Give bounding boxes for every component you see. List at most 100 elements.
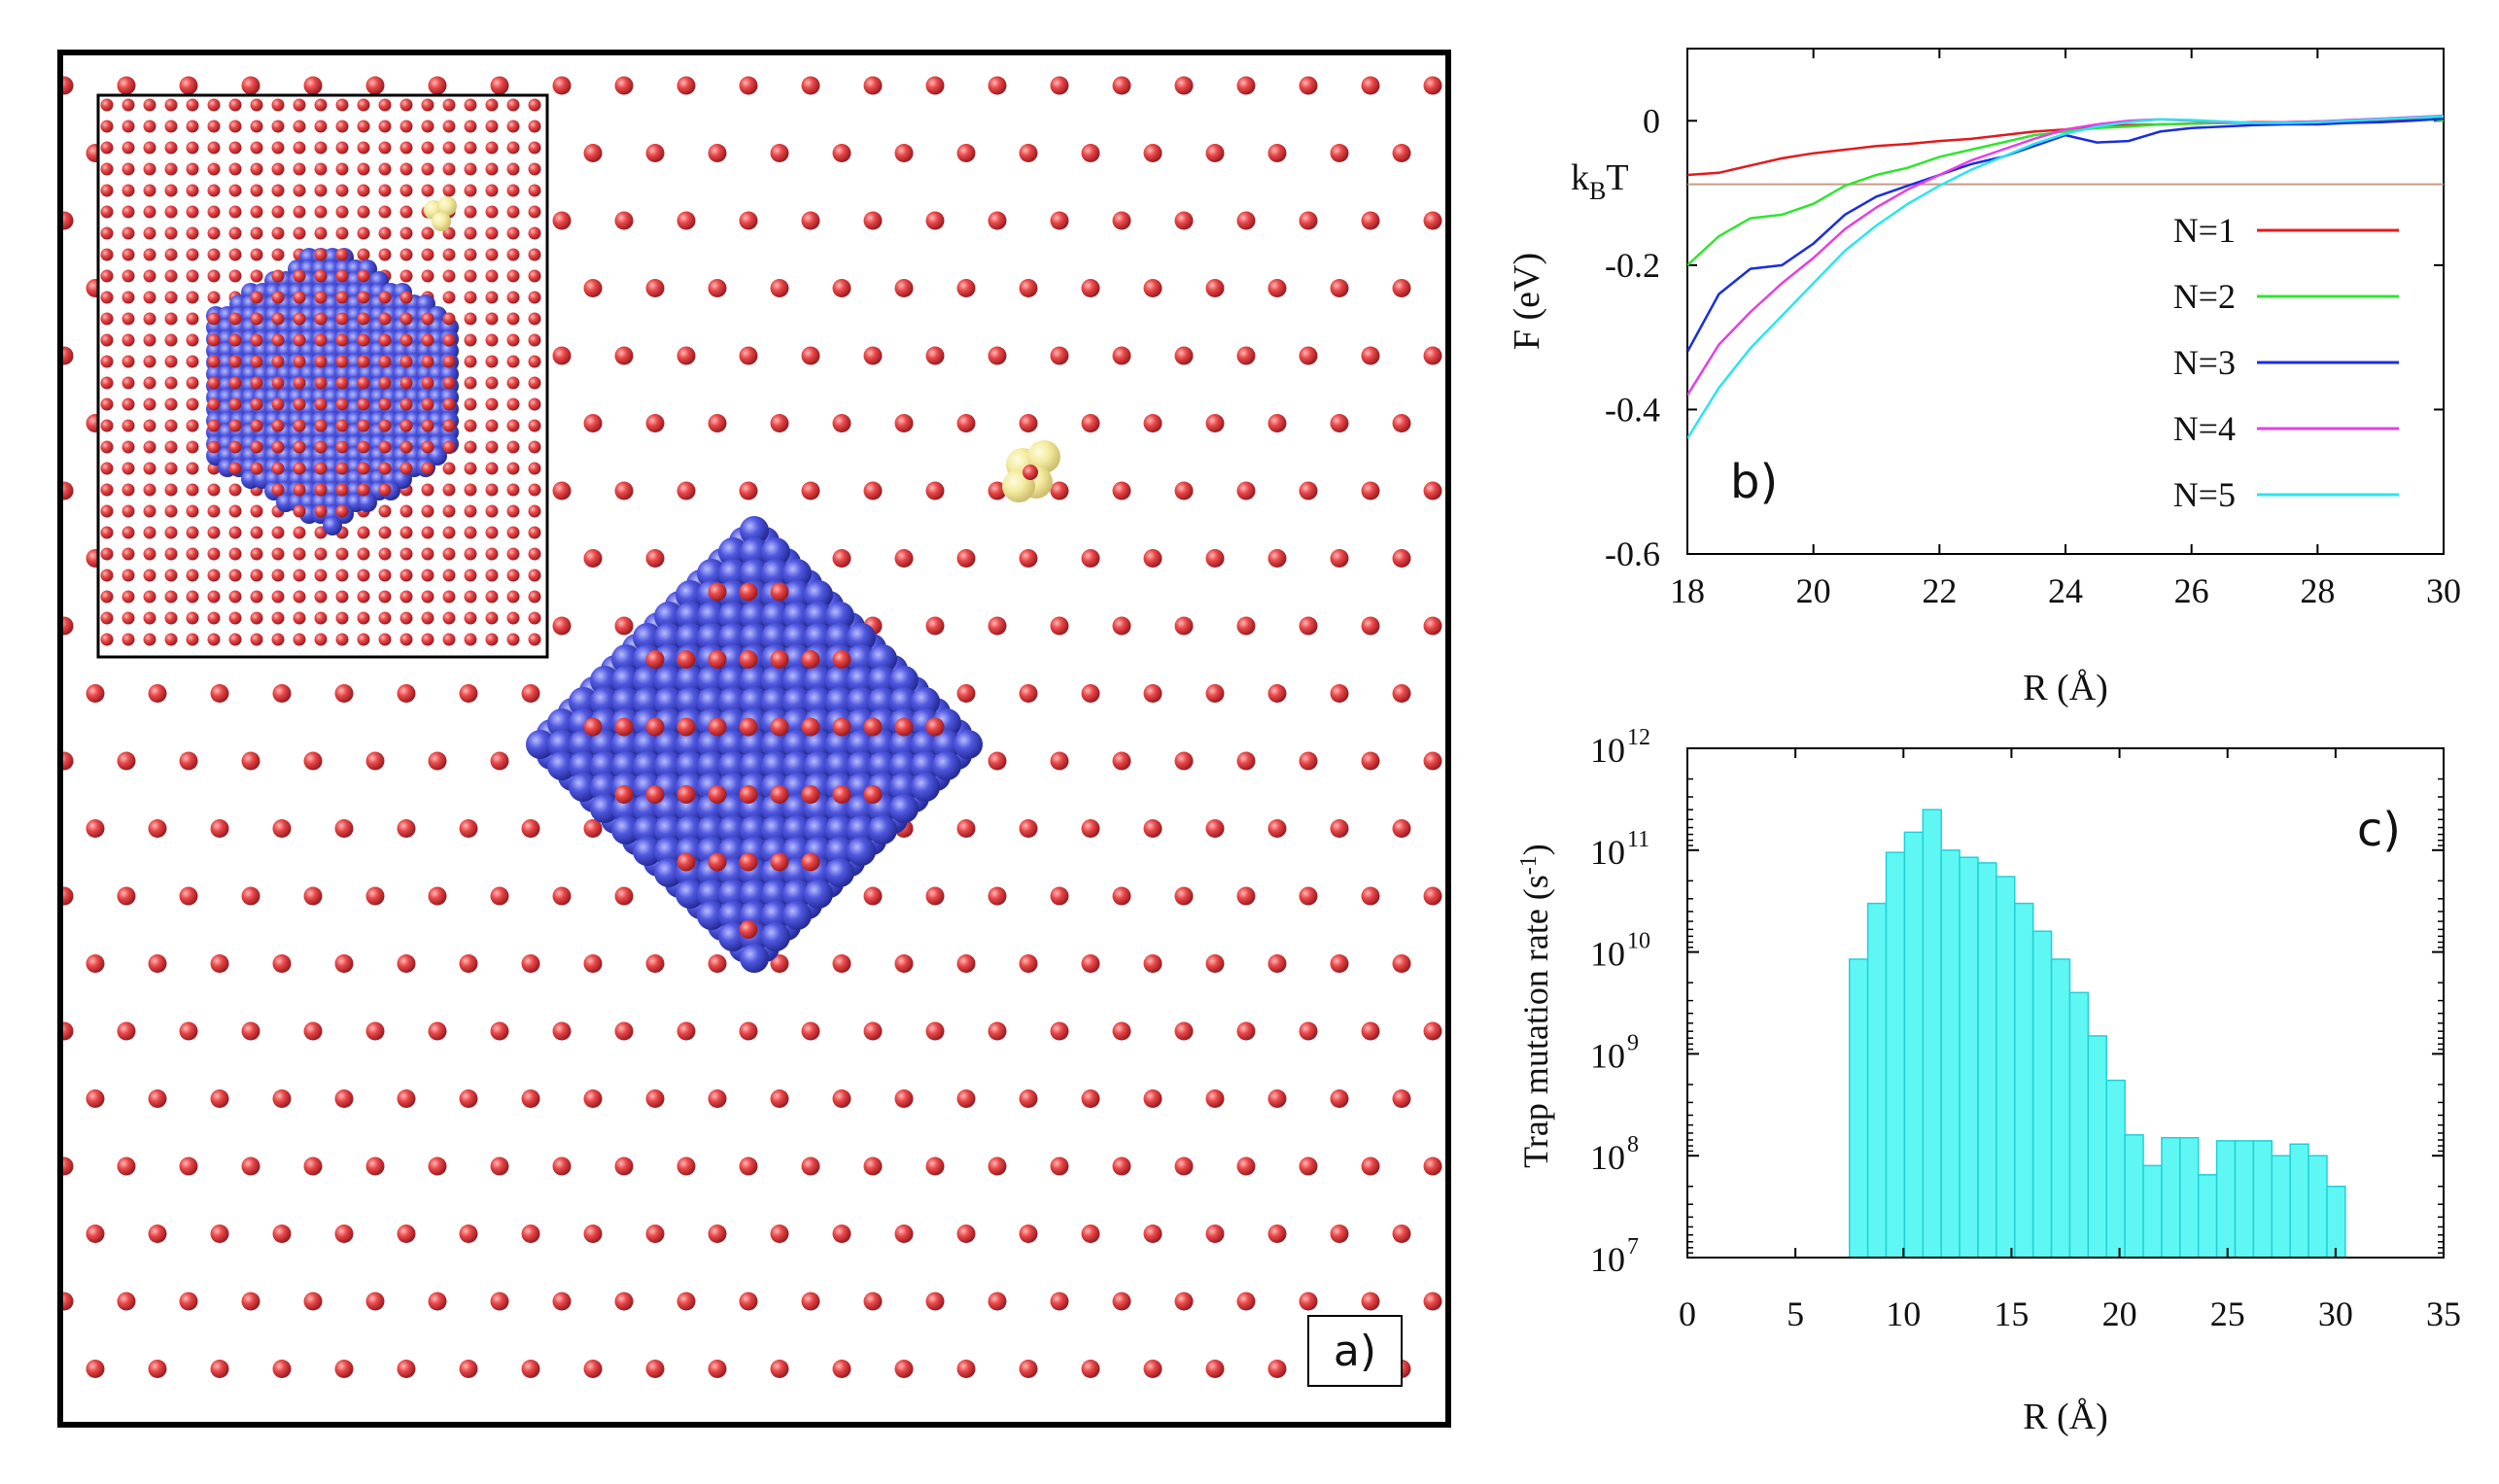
lattice-atom-icon	[1423, 211, 1442, 230]
vacancy-cluster-atom-icon	[761, 730, 790, 759]
inset-lattice-atom-icon	[335, 205, 349, 219]
inset-lattice-atom-icon	[314, 162, 328, 176]
inset-cluster-surface-atom-icon	[335, 269, 349, 283]
inset-lattice-atom-icon	[293, 611, 306, 625]
inset-lattice-atom-icon	[464, 611, 477, 625]
vacancy-cluster-atom-icon	[761, 602, 790, 631]
lattice-atom-icon	[1362, 1428, 1380, 1446]
inset-lattice-atom-icon	[250, 611, 263, 625]
inset-lattice-atom-icon	[335, 141, 349, 155]
lattice-atom-icon	[863, 481, 883, 500]
inset-lattice-atom-icon	[186, 590, 199, 604]
panel-a-atom-view: a)	[57, 50, 1536, 1446]
panel-b-ticks: 18 20 22 24 26 28 30 0 -0.2 -0.4 -0.6	[1605, 49, 2461, 610]
lattice-atom-icon	[118, 1428, 136, 1446]
inset-lattice-atom-icon	[335, 590, 349, 604]
vacancy-cluster-atom-icon	[547, 751, 576, 780]
inset-lattice-atom-icon	[164, 333, 178, 347]
inset-lattice-atom-icon	[421, 569, 434, 582]
inset-lattice-atom-icon	[485, 569, 499, 582]
lattice-atom-icon	[1205, 549, 1225, 568]
lattice-atom-icon	[1174, 346, 1194, 365]
lattice-atom-icon	[490, 886, 509, 906]
inset-cluster-surface-atom-icon	[314, 376, 328, 390]
lattice-atom-icon	[1455, 1089, 1474, 1108]
lattice-atom-icon	[708, 279, 727, 297]
inset-lattice-atom-icon	[121, 355, 135, 368]
cluster-surface-atom-icon	[801, 785, 820, 804]
vacancy-cluster-atom-icon	[676, 623, 705, 652]
vacancy-cluster-atom-icon	[590, 773, 619, 802]
lattice-atom-icon	[1517, 684, 1536, 703]
inset-lattice-atom-icon	[164, 376, 178, 390]
lattice-atom-icon	[60, 1021, 74, 1041]
lattice-atom-icon	[1392, 549, 1411, 568]
inset-lattice-atom-icon	[143, 547, 156, 561]
vacancy-cluster-atom-icon	[718, 602, 747, 631]
inset-cluster-surface-atom-icon	[314, 248, 328, 261]
inset-cluster-surface-atom-icon	[228, 333, 242, 347]
inset-lattice-atom-icon	[399, 162, 413, 176]
inset-lattice-atom-icon	[378, 611, 392, 625]
inset-lattice-atom-icon	[164, 120, 178, 133]
inset-lattice-atom-icon	[293, 526, 306, 539]
cluster-surface-atom-icon	[801, 852, 820, 872]
lattice-atom-icon	[1455, 1360, 1474, 1378]
x-tick-label: 25	[2210, 1294, 2245, 1333]
inset-lattice-atom-icon	[143, 291, 156, 304]
lattice-atom-icon	[491, 1428, 509, 1446]
lattice-atom-icon	[1330, 819, 1349, 838]
inset-cluster-surface-atom-icon	[314, 333, 328, 347]
vacancy-cluster-atom-icon	[633, 730, 662, 759]
lattice-atom-icon	[148, 684, 167, 703]
cluster-surface-atom-icon	[739, 920, 758, 939]
vacancy-cluster-atom-icon	[740, 730, 769, 759]
lattice-atom-icon	[1236, 1156, 1256, 1176]
inset-cluster-surface-atom-icon	[335, 483, 349, 497]
vacancy-cluster-atom-icon	[911, 730, 940, 759]
inset-lattice-atom-icon	[121, 611, 135, 625]
lattice-atom-icon	[894, 549, 914, 568]
inset-lattice-atom-icon	[293, 547, 306, 561]
lattice-atom-icon	[1330, 684, 1349, 703]
lattice-atom-icon	[645, 414, 665, 432]
inset-lattice-atom-icon	[121, 397, 135, 411]
lattice-atom-icon	[1392, 144, 1411, 162]
inset-lattice-atom-icon	[485, 526, 499, 539]
lattice-atom-icon	[863, 1156, 883, 1176]
inset-cluster-surface-atom-icon	[399, 355, 413, 368]
lattice-atom-icon	[1486, 1293, 1505, 1311]
lattice-atom-icon	[894, 1089, 914, 1108]
lattice-atom-icon	[1081, 1225, 1100, 1243]
lattice-atom-icon	[180, 1428, 198, 1446]
x-tick-label: 26	[2174, 571, 2209, 610]
histogram-bar	[2252, 1140, 2273, 1258]
inset-lattice-atom-icon	[164, 397, 178, 411]
inset-lattice-atom-icon	[421, 611, 434, 625]
lattice-atom-icon	[925, 1156, 945, 1176]
inset-lattice-atom-icon	[164, 98, 178, 112]
lattice-atom-icon	[925, 886, 945, 906]
vacancy-cluster-atom-icon	[804, 730, 833, 759]
lattice-atom-icon	[1112, 1156, 1131, 1176]
inset-cluster-surface-atom-icon	[378, 333, 392, 347]
vacancy-cluster-atom-icon	[718, 537, 747, 567]
lattice-atom-icon	[1081, 414, 1100, 432]
vacancy-cluster-atom-icon	[761, 901, 790, 930]
lattice-atom-icon	[583, 414, 603, 432]
lattice-atom-icon	[614, 76, 634, 95]
lattice-atom-icon	[739, 481, 758, 500]
inset-lattice-atom-icon	[357, 162, 370, 176]
x-tick-label: 30	[2318, 1294, 2353, 1333]
lattice-atom-icon	[428, 1021, 447, 1041]
inset-lattice-atom-icon	[421, 269, 434, 283]
inset-cluster-surface-atom-icon	[271, 462, 285, 475]
inset-lattice-atom-icon	[464, 590, 477, 604]
lattice-atom-icon	[677, 211, 696, 230]
lattice-atom-icon	[1237, 1428, 1256, 1446]
lattice-atom-icon	[1361, 76, 1380, 95]
lattice-atom-icon	[770, 1225, 789, 1243]
inset-lattice-atom-icon	[164, 504, 178, 518]
vacancy-cluster-atom-icon	[761, 751, 790, 780]
